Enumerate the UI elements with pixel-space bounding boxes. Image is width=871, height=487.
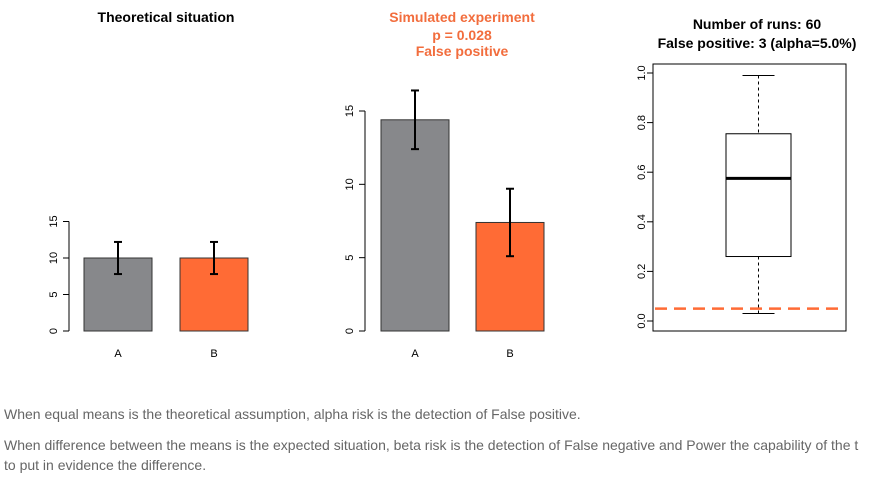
chart-3-y-tick-label: 0.8 xyxy=(636,115,648,130)
chart-3-plot-frame xyxy=(652,63,847,332)
chart-3-title-line-1: Number of runs: 60 xyxy=(693,16,822,32)
chart-2-x-tick-label-B: B xyxy=(506,348,513,360)
chart-2-y-tick-label: 5 xyxy=(344,255,356,261)
charts-canvas: Theoretical situation 0 5 10 15 A B Simulated e… xyxy=(48,9,857,360)
chart-2-bar-A xyxy=(380,119,450,332)
chart-3-y-tick-label: 0.2 xyxy=(636,264,648,279)
chart-2-y-tick-label: 0 xyxy=(344,328,356,334)
chart-1-x-tick-label-B: B xyxy=(210,348,217,360)
explanation-alpha-text: When equal means is the theoretical assu… xyxy=(4,406,581,422)
explanation-beta-line-2: to put in evidence the difference. xyxy=(4,457,207,473)
chart-2-y-tick-label: 15 xyxy=(344,105,356,117)
chart-1-y-tick-label: 10 xyxy=(48,252,60,264)
chart-1-y-tick-label: 0 xyxy=(48,328,60,334)
chart-2-title-line-3: False positive xyxy=(416,43,509,59)
chart-1-title-line-1: Theoretical situation xyxy=(98,9,235,25)
chart-3-y-tick-label: 1.0 xyxy=(636,65,648,80)
chart-3-title-line-2: False positive: 3 (alpha=5.0%) xyxy=(658,35,857,51)
chart-2-title-line-2: p = 0.028 xyxy=(432,27,492,43)
chart-3-y-tick-label: 0.4 xyxy=(636,214,648,229)
chart-1-y-tick-label: 15 xyxy=(48,215,60,227)
chart-2-title-line-1: Simulated experiment xyxy=(389,9,535,25)
chart-2-y-tick-label: 10 xyxy=(344,178,356,190)
chart-3-box xyxy=(725,133,792,258)
chart-1-y-tick-label: 5 xyxy=(48,291,60,297)
chart-1-x-tick-label-A: A xyxy=(114,348,122,360)
explanation-beta-line-1: When difference between the means is the… xyxy=(4,437,859,453)
chart-2-x-tick-label-A: A xyxy=(411,348,419,360)
chart-3-y-tick-label: 0.0 xyxy=(636,313,648,328)
explanation-beta-text: When difference between the means is the… xyxy=(4,435,858,475)
chart-3-y-tick-label: 0.6 xyxy=(636,165,648,180)
